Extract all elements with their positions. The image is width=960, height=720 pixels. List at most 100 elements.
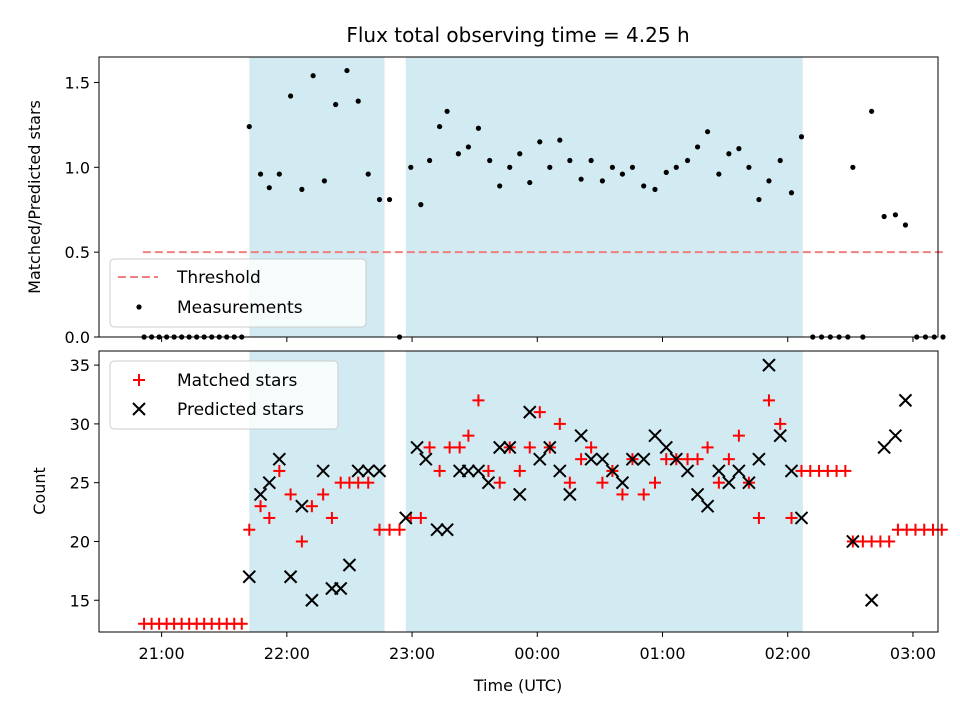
predicted-star-marker xyxy=(316,464,330,478)
x-tick-label: 23:00 xyxy=(389,644,435,663)
matched-star-marker xyxy=(325,511,338,524)
matched-star-marker xyxy=(883,535,896,548)
predicted-star-marker xyxy=(493,440,507,455)
predicted-star-marker xyxy=(680,464,695,478)
y-tick-label: 20 xyxy=(70,532,90,551)
matched-star-marker xyxy=(453,441,466,454)
matched-star-marker xyxy=(648,476,661,489)
measurement-point xyxy=(567,157,573,164)
measurement-point xyxy=(619,171,626,177)
matched-star-marker xyxy=(305,500,318,513)
bottom-panel: 15 20 25 30 35 21:00 22:00 23:00 00:00 01:00 02:0… xyxy=(30,350,948,695)
measurement-point xyxy=(437,123,443,130)
measurement-point xyxy=(344,67,350,74)
measurement-point xyxy=(355,98,361,104)
measurement-point xyxy=(940,334,946,340)
predicted-star-marker xyxy=(481,475,496,490)
predicted-star-marker xyxy=(372,464,387,478)
matched-star-marker xyxy=(596,476,609,489)
predicted-star-marker xyxy=(784,464,799,478)
matched-star-marker xyxy=(352,476,365,489)
matched-star-marker xyxy=(254,500,267,513)
measurement-point xyxy=(497,183,503,189)
matched-star-marker xyxy=(637,488,650,501)
chart-title: Flux total observing time = 4.25 h xyxy=(346,23,689,47)
x-tick-label: 03:00 xyxy=(890,644,936,663)
predicted-star-marker xyxy=(342,558,357,572)
matched-star-marker xyxy=(482,464,495,477)
measurement-point xyxy=(663,169,669,175)
measurement-point xyxy=(365,171,371,177)
measurement-point xyxy=(299,186,305,192)
matched-star-marker xyxy=(235,617,248,630)
matched-star-marker xyxy=(616,488,629,501)
measurement-point xyxy=(517,151,523,157)
top-legend: Threshold Measurements xyxy=(109,258,367,328)
measurement-point xyxy=(487,157,493,164)
y-tick-label: 0.0 xyxy=(65,328,90,347)
matched-star-marker xyxy=(472,394,485,407)
measurement-point xyxy=(426,157,433,164)
matched-star-marker xyxy=(295,535,308,548)
predicted-star-marker xyxy=(742,475,756,490)
matched-star-marker xyxy=(423,441,436,454)
legend-predicted-label: Predicted stars xyxy=(177,400,304,420)
predicted-star-marker xyxy=(722,475,736,490)
predicted-star-marker xyxy=(361,464,375,478)
matched-star-marker xyxy=(533,406,546,419)
measurement-point xyxy=(444,108,450,114)
x-tick-label: 00:00 xyxy=(514,644,560,663)
predicted-star-marker xyxy=(584,452,598,466)
predicted-star-marker xyxy=(410,440,424,455)
predicted-star-marker xyxy=(625,452,640,466)
measurement-point xyxy=(902,222,909,228)
predicted-star-marker xyxy=(563,487,577,502)
y-tick-label: 25 xyxy=(70,474,90,493)
predicted-star-marker xyxy=(595,452,610,466)
predicted-star-marker xyxy=(283,570,298,584)
matched-star-marker xyxy=(762,394,775,407)
legend-matched-label: Matched stars xyxy=(177,371,297,391)
measurement-point xyxy=(704,129,711,135)
y-tick-label: 30 xyxy=(70,415,90,434)
matched-star-marker xyxy=(433,464,446,477)
x-tick-label: 01:00 xyxy=(639,644,685,663)
measurement-point xyxy=(694,144,701,150)
predicted-star-marker xyxy=(471,464,486,478)
predicted-star-marker xyxy=(773,428,787,443)
measurement-point xyxy=(609,164,616,170)
predicted-star-marker xyxy=(659,440,673,455)
measurement-point xyxy=(537,139,543,145)
measurement-point xyxy=(756,196,762,203)
predicted-star-marker xyxy=(351,464,365,478)
measurement-point xyxy=(716,171,722,177)
measurement-point xyxy=(475,125,482,131)
predicted-star-marker xyxy=(732,464,746,478)
bottom-plot-frame xyxy=(98,350,939,633)
matched-star-marker xyxy=(691,453,704,466)
measurement-point xyxy=(684,157,691,164)
predicted-star-marker xyxy=(399,511,413,525)
measurement-point xyxy=(287,93,294,99)
matched-star-marker xyxy=(722,453,735,466)
x-tick-label: 02:00 xyxy=(765,644,811,663)
predicted-star-marker xyxy=(605,464,620,478)
legend-measurements-swatch xyxy=(136,304,142,310)
legend-threshold-label: Threshold xyxy=(176,268,261,288)
matched-star-marker xyxy=(785,511,798,524)
predicted-star-marker xyxy=(700,499,715,513)
predicted-star-marker xyxy=(262,475,277,490)
matched-star-marker xyxy=(414,511,427,524)
predicted-star-marker xyxy=(253,487,268,502)
measurement-point xyxy=(766,178,772,184)
matched-star-marker xyxy=(263,511,276,524)
measurement-point xyxy=(321,178,328,184)
matched-star-marker xyxy=(393,523,406,536)
top-plot-frame xyxy=(98,56,939,338)
matched-star-marker xyxy=(513,464,526,477)
matched-star-marker xyxy=(575,453,588,466)
measurement-point xyxy=(376,196,383,203)
predicted-star-marker xyxy=(794,511,809,525)
matched-star-marker xyxy=(443,441,456,454)
